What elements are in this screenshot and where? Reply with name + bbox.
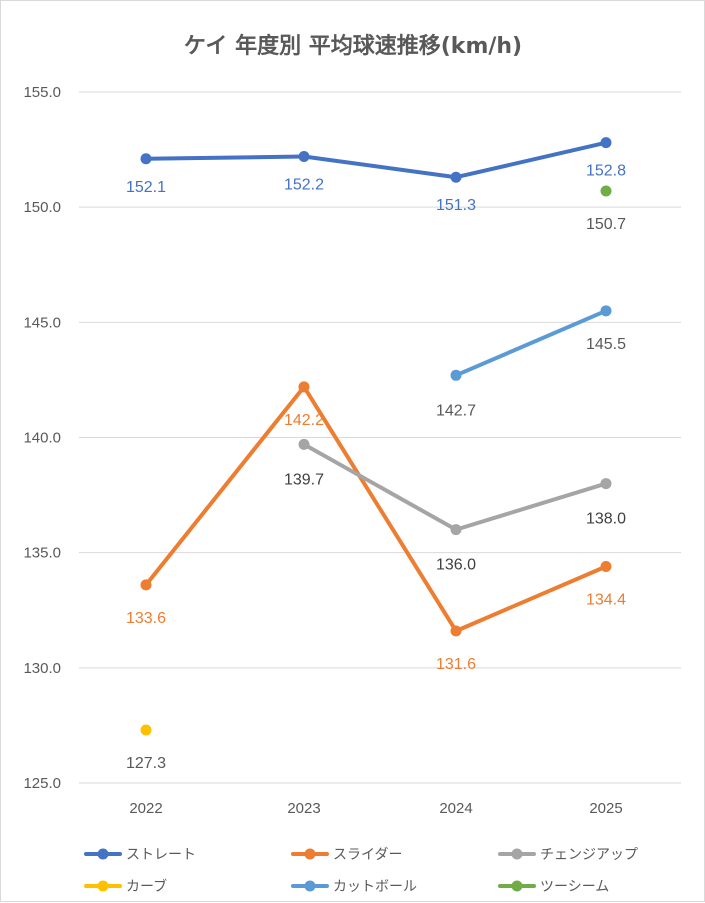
legend-item: カーブ [84, 878, 167, 895]
y-tick-label: 145.0 [23, 314, 61, 331]
data-label: 142.2 [284, 412, 324, 429]
data-point [450, 524, 462, 536]
x-tick-label: 2024 [439, 800, 472, 817]
data-label: 152.8 [586, 163, 626, 180]
data-label: 127.3 [126, 755, 166, 772]
x-axis-ticks: 2022 2023 2024 2025 [129, 800, 622, 817]
data-point [298, 438, 310, 450]
data-point [140, 724, 152, 736]
data-point [298, 381, 310, 393]
data-point [450, 369, 462, 381]
data-label: 138.0 [586, 511, 626, 528]
series-group [140, 137, 612, 183]
legend-marker [304, 880, 316, 892]
series-line-segment [454, 564, 608, 633]
data-point [140, 579, 152, 591]
data-label: 145.5 [586, 336, 626, 353]
data-point [600, 185, 612, 197]
y-tick-label: 135.0 [23, 545, 61, 562]
legend-item: チェンジアップ [498, 847, 638, 863]
legend-label: カーブ [126, 878, 167, 895]
data-labels: 152.1 152.2 151.3 152.8 133.6 142.2 131.6 134.4… [126, 163, 626, 772]
data-label: 133.6 [126, 610, 166, 627]
series-group [450, 305, 612, 381]
y-tick-label: 155.0 [23, 84, 61, 101]
data-point [298, 150, 310, 162]
legend-marker [511, 880, 523, 892]
y-tick-label: 150.0 [23, 199, 61, 216]
series-line-segment [144, 154, 306, 161]
legend-marker [97, 880, 109, 892]
series-line-segment [302, 384, 458, 633]
legend-label: カットボール [333, 879, 417, 895]
data-point [140, 153, 152, 165]
data-label: 139.7 [284, 471, 324, 488]
legend-item: ツーシーム [498, 879, 609, 895]
data-point [600, 137, 612, 149]
series-line-segment [144, 384, 306, 587]
data-label: 152.1 [126, 179, 166, 196]
legend-label: チェンジアップ [540, 847, 638, 863]
legend-label: ストレート [126, 847, 196, 863]
series-line-segment [302, 154, 458, 180]
legend-item: スライダー [291, 847, 402, 863]
series-group [600, 185, 612, 197]
data-label: 151.3 [436, 197, 476, 214]
series-group [140, 381, 612, 637]
series-line-segment [454, 308, 608, 378]
chart-title: ケイ 年度別 平均球速推移(km/h) [184, 33, 522, 59]
series-group [140, 724, 152, 736]
legend-marker [304, 848, 316, 860]
legend-label: スライダー [333, 847, 402, 863]
data-label: 150.7 [586, 216, 626, 233]
series-line-segment [302, 442, 458, 532]
data-label: 142.7 [436, 402, 476, 419]
series-line-segment [454, 481, 608, 532]
data-label: 136.0 [436, 557, 476, 574]
series-lines [140, 137, 612, 736]
data-point [600, 478, 612, 490]
legend-label: ツーシーム [540, 879, 609, 895]
y-tick-label: 140.0 [23, 430, 61, 447]
data-point [600, 560, 612, 572]
data-label: 134.4 [586, 591, 626, 608]
legend-item: カットボール [291, 879, 417, 895]
data-label: 131.6 [436, 656, 476, 673]
x-tick-label: 2023 [287, 800, 320, 817]
x-tick-label: 2022 [129, 800, 162, 817]
series-line-segment [454, 140, 608, 180]
y-tick-label: 130.0 [23, 660, 61, 677]
data-label: 152.2 [284, 176, 324, 193]
gridlines [79, 91, 681, 784]
y-tick-label: 125.0 [23, 775, 61, 792]
data-point [450, 171, 462, 183]
x-tick-label: 2025 [589, 800, 622, 817]
legend-marker [97, 848, 109, 860]
series-group [298, 438, 612, 536]
y-axis-ticks: 125.0 130.0 135.0 140.0 145.0 150.0 155.0 [23, 84, 61, 792]
legend-marker [511, 848, 523, 860]
data-point [600, 305, 612, 317]
data-point [450, 625, 462, 637]
legend-item: ストレート [84, 847, 196, 863]
